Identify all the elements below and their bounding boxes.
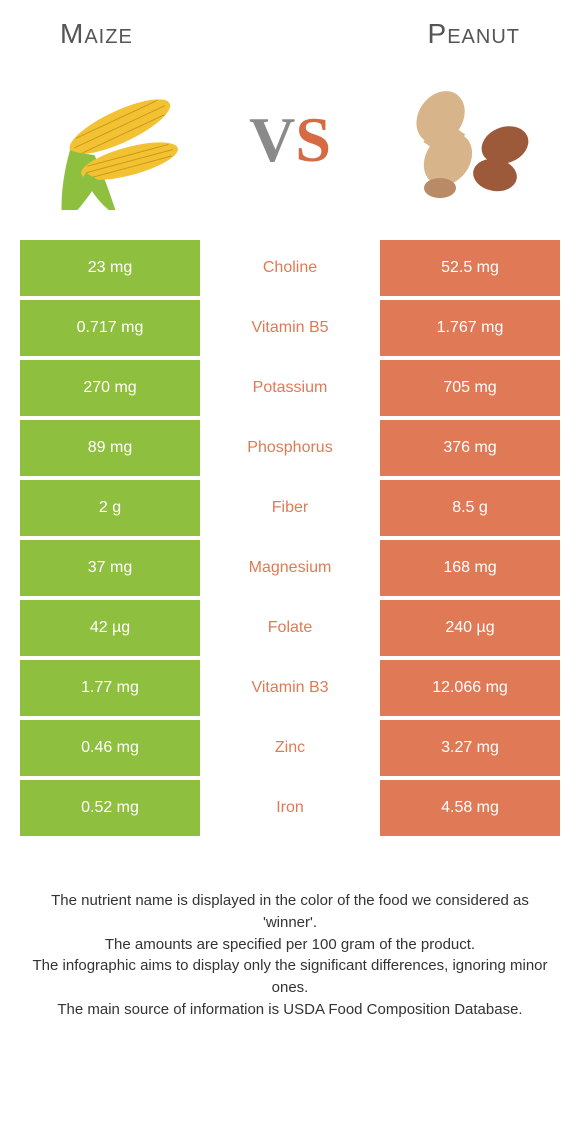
value-left: 270 mg — [20, 360, 200, 416]
value-right: 168 mg — [380, 540, 560, 596]
nutrient-row: 42 µgFolate240 µg — [20, 600, 560, 656]
footer-line: The nutrient name is displayed in the co… — [30, 890, 550, 934]
nutrient-row: 89 mgPhosphorus376 mg — [20, 420, 560, 476]
nutrient-row: 0.717 mgVitamin B51.767 mg — [20, 300, 560, 356]
nutrient-name: Zinc — [200, 720, 380, 776]
value-right: 240 µg — [380, 600, 560, 656]
value-right: 8.5 g — [380, 480, 560, 536]
value-left: 89 mg — [20, 420, 200, 476]
nutrient-row: 0.52 mgIron4.58 mg — [20, 780, 560, 836]
value-right: 52.5 mg — [380, 240, 560, 296]
nutrient-row: 23 mgCholine52.5 mg — [20, 240, 560, 296]
maize-icon — [30, 70, 200, 210]
footer-line: The main source of information is USDA F… — [30, 999, 550, 1021]
nutrient-name: Vitamin B3 — [200, 660, 380, 716]
value-left: 0.46 mg — [20, 720, 200, 776]
titles-row: Maize Peanut — [0, 0, 580, 60]
hero-row: VS — [0, 60, 580, 240]
nutrient-row: 0.46 mgZinc3.27 mg — [20, 720, 560, 776]
footer-notes: The nutrient name is displayed in the co… — [0, 840, 580, 1021]
value-right: 12.066 mg — [380, 660, 560, 716]
vs-s: S — [295, 104, 331, 175]
value-left: 37 mg — [20, 540, 200, 596]
footer-line: The amounts are specified per 100 gram o… — [30, 934, 550, 956]
value-right: 376 mg — [380, 420, 560, 476]
nutrient-name: Magnesium — [200, 540, 380, 596]
nutrient-row: 1.77 mgVitamin B312.066 mg — [20, 660, 560, 716]
nutrient-name: Iron — [200, 780, 380, 836]
value-right: 4.58 mg — [380, 780, 560, 836]
nutrient-name: Vitamin B5 — [200, 300, 380, 356]
value-left: 42 µg — [20, 600, 200, 656]
value-right: 1.767 mg — [380, 300, 560, 356]
nutrient-name: Fiber — [200, 480, 380, 536]
infographic-container: Maize Peanut — [0, 0, 580, 1041]
footer-line: The infographic aims to display only the… — [30, 955, 550, 999]
value-left: 2 g — [20, 480, 200, 536]
food-title-right: Peanut — [428, 18, 520, 50]
value-left: 0.717 mg — [20, 300, 200, 356]
vs-label: VS — [249, 103, 331, 177]
value-left: 1.77 mg — [20, 660, 200, 716]
vs-v: V — [249, 104, 295, 175]
nutrient-row: 37 mgMagnesium168 mg — [20, 540, 560, 596]
food-title-left: Maize — [60, 18, 133, 50]
nutrient-name: Choline — [200, 240, 380, 296]
nutrient-row: 2 gFiber8.5 g — [20, 480, 560, 536]
nutrient-name: Folate — [200, 600, 380, 656]
value-right: 705 mg — [380, 360, 560, 416]
nutrient-name: Potassium — [200, 360, 380, 416]
value-right: 3.27 mg — [380, 720, 560, 776]
nutrient-name: Phosphorus — [200, 420, 380, 476]
value-left: 23 mg — [20, 240, 200, 296]
nutrient-row: 270 mgPotassium705 mg — [20, 360, 560, 416]
peanut-icon — [380, 70, 550, 210]
nutrient-table: 23 mgCholine52.5 mg0.717 mgVitamin B51.7… — [0, 240, 580, 836]
value-left: 0.52 mg — [20, 780, 200, 836]
